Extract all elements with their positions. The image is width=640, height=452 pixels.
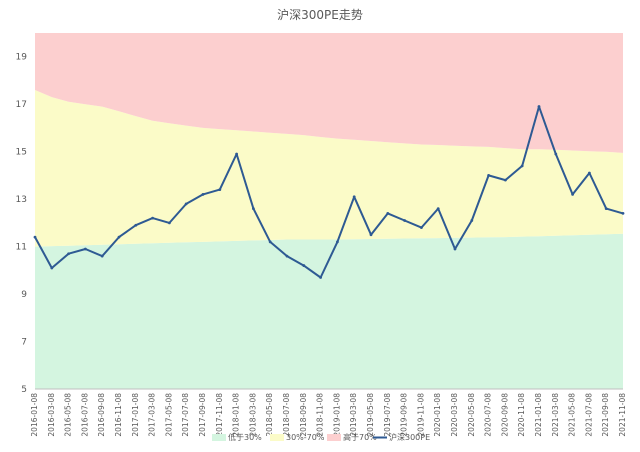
x-tick-label: 2019-03-08 — [349, 393, 358, 437]
x-tick-label: 2019-01-08 — [332, 393, 341, 437]
series-point — [453, 247, 457, 251]
legend-swatch — [212, 434, 226, 441]
series-point — [588, 171, 591, 175]
series-point — [554, 152, 558, 156]
series-point — [252, 207, 255, 211]
y-tick-label: 5 — [21, 385, 27, 395]
series-line-0 — [34, 105, 624, 279]
legend-label: 沪深300PE — [389, 432, 430, 442]
series-point — [571, 192, 574, 196]
series-point — [67, 252, 70, 256]
series-point — [436, 207, 440, 211]
y-tick-label: 13 — [16, 195, 27, 205]
y-tick-label: 17 — [16, 100, 27, 110]
y-tick-label: 15 — [16, 148, 27, 158]
legend-label: 30%-70% — [286, 433, 325, 442]
x-tick-label: 2021-05-08 — [568, 393, 577, 437]
series-point — [420, 226, 423, 230]
y-tick-label: 7 — [21, 338, 27, 348]
series-point — [386, 211, 390, 215]
x-tick-label: 2018-01-08 — [232, 393, 241, 437]
x-tick-label: 2019-07-08 — [383, 393, 392, 437]
series-point — [369, 233, 373, 237]
x-tick-label: 2017-09-08 — [198, 393, 207, 437]
x-tick-label: 2017-03-08 — [148, 393, 157, 437]
series-point — [168, 221, 171, 225]
series-point — [537, 105, 541, 108]
series-point — [336, 240, 339, 244]
x-tick-label: 2019-09-08 — [400, 393, 409, 437]
x-tick-label: 2020-07-08 — [484, 393, 493, 437]
series-point — [504, 178, 507, 182]
series-point — [319, 276, 322, 279]
band-areas — [35, 33, 623, 389]
series-point — [84, 247, 87, 251]
x-tick-label: 2021-07-08 — [584, 393, 593, 437]
x-tick-label: 2021-03-08 — [551, 393, 560, 437]
x-tick-label: 2020-01-08 — [433, 393, 442, 437]
series-point — [403, 219, 406, 222]
chart-title: 沪深300PE走势 — [277, 8, 363, 22]
series-point — [470, 219, 474, 222]
x-tick-label: 2016-07-08 — [80, 393, 89, 437]
series-point — [134, 223, 138, 227]
x-tick-label: 2020-03-08 — [450, 393, 459, 437]
series-point — [33, 235, 37, 239]
series-point — [235, 152, 239, 156]
x-tick-label: 2018-05-08 — [265, 393, 274, 437]
series-point — [302, 264, 306, 267]
x-tick-label: 2017-01-08 — [131, 393, 140, 437]
series-point — [184, 202, 188, 206]
series-point — [352, 195, 356, 199]
legend-label: 高于70% — [343, 432, 377, 442]
series-point — [100, 254, 104, 258]
y-tick-label: 11 — [16, 243, 27, 253]
series-point — [487, 174, 490, 177]
x-tick-label: 2016-03-08 — [47, 393, 56, 437]
series-point — [50, 266, 54, 270]
y-axis: 5 7 9 11 13 15 17 19 — [16, 53, 28, 395]
band-area-0 — [35, 233, 623, 389]
x-tick-label: 2020-05-08 — [467, 393, 476, 437]
x-tick-label: 2018-03-08 — [248, 393, 257, 437]
x-tick-label: 2019-11-08 — [416, 393, 425, 437]
series-point — [604, 207, 608, 211]
x-tick-label: 2016-01-08 — [30, 393, 39, 437]
x-tick-label: 2017-05-08 — [164, 393, 173, 437]
series-point — [621, 211, 625, 215]
legend-swatch — [327, 434, 341, 441]
series-point — [201, 192, 205, 196]
legend-label: 低于30% — [228, 432, 262, 442]
series-point — [520, 164, 524, 168]
x-axis: 2016-01-08 2016-03-08 2016-05-08 2016-07-08… — [30, 388, 627, 437]
series-layer — [33, 105, 625, 279]
legend: 低于30% 30%-70% 高于70% 沪深300PE — [212, 432, 430, 442]
series-point — [117, 235, 121, 239]
series-point — [218, 188, 222, 192]
y-tick-label: 9 — [21, 290, 27, 300]
x-tick-label: 2018-09-08 — [299, 393, 308, 437]
x-tick-label: 2020-11-08 — [517, 393, 526, 437]
x-tick-label: 2018-07-08 — [282, 393, 291, 437]
series-point — [268, 240, 272, 244]
x-tick-label: 2018-11-08 — [316, 393, 325, 437]
x-tick-label: 2019-05-08 — [366, 393, 375, 437]
band-area-2 — [35, 33, 623, 153]
y-tick-label: 19 — [16, 53, 28, 63]
x-tick-label: 2021-09-08 — [601, 393, 610, 437]
x-tick-label: 2021-01-08 — [534, 393, 543, 437]
x-tick-label: 2020-09-08 — [500, 393, 509, 437]
x-tick-label: 2017-11-08 — [215, 393, 224, 437]
x-tick-label: 2021-11-08 — [618, 393, 627, 437]
x-tick-label: 2017-07-08 — [181, 393, 190, 437]
series-point — [285, 254, 289, 258]
x-tick-label: 2016-11-08 — [114, 393, 123, 437]
x-tick-label: 2016-09-08 — [97, 393, 106, 437]
series-point — [151, 216, 155, 220]
x-tick-label: 2016-05-08 — [64, 393, 73, 437]
legend-swatch — [270, 434, 284, 441]
